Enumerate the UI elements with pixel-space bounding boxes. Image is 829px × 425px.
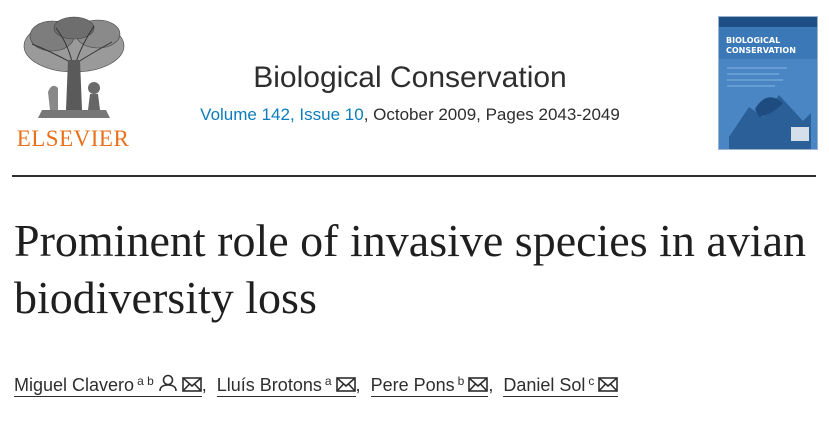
date-pages: , October 2009, Pages 2043-2049 [363,105,620,124]
author-name: Lluís Brotons [216,375,322,395]
journal-cover-image [719,17,817,149]
author-affiliations: b [457,374,465,388]
envelope-icon [335,377,356,392]
article-title: Prominent role of invasive species in av… [14,215,807,323]
envelope-icon [468,377,489,392]
person-icon [158,374,177,392]
author-name: Pere Pons [370,375,455,395]
journal-info: Biological Conservation Volume 142, Issu… [150,60,670,126]
volume-issue-link[interactable]: Volume 142, Issue 10 [200,105,364,124]
header-divider [12,175,816,177]
publisher-name: ELSEVIER [16,126,130,151]
author-name: Miguel Clavero [14,375,135,395]
publisher-logo-link[interactable]: ELSEVIER [12,14,134,154]
author-link[interactable]: Daniel Sol c [503,374,619,397]
author-affiliations: a b [137,374,154,388]
author-affiliations: c [588,374,595,388]
journal-title-link[interactable]: Biological Conservation [253,61,567,94]
author-separator: , [355,375,361,395]
author-link[interactable]: Lluís Brotons a [216,374,356,397]
author-list: Miguel Clavero a b, Lluís Brotons a, Pere … [14,368,819,398]
envelope-icon [598,377,619,392]
author-affiliations: a [324,374,332,388]
envelope-icon [181,377,202,392]
author-link[interactable]: Miguel Clavero a b [14,374,202,397]
cover-title: BIOLOGICAL CONSERVATION [726,36,796,55]
author-separator: , [201,375,207,395]
author-separator: , [488,375,494,395]
article-header: ELSEVIER Biological Conservation Volume … [0,0,829,176]
tree-logo-icon [23,16,125,118]
journal-cover-link[interactable]: BIOLOGICAL CONSERVATION [718,16,818,150]
author-name: Daniel Sol [503,375,586,395]
issue-line: Volume 142, Issue 10, October 2009, Page… [150,104,670,126]
author-link[interactable]: Pere Pons b [370,374,489,397]
